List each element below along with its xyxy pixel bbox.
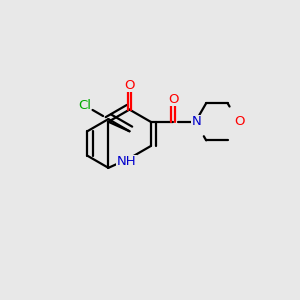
- Text: Cl: Cl: [78, 99, 91, 112]
- Text: O: O: [235, 115, 245, 128]
- Text: N: N: [192, 115, 202, 128]
- Text: O: O: [124, 79, 135, 92]
- Text: NH: NH: [117, 155, 136, 168]
- Text: O: O: [168, 93, 178, 106]
